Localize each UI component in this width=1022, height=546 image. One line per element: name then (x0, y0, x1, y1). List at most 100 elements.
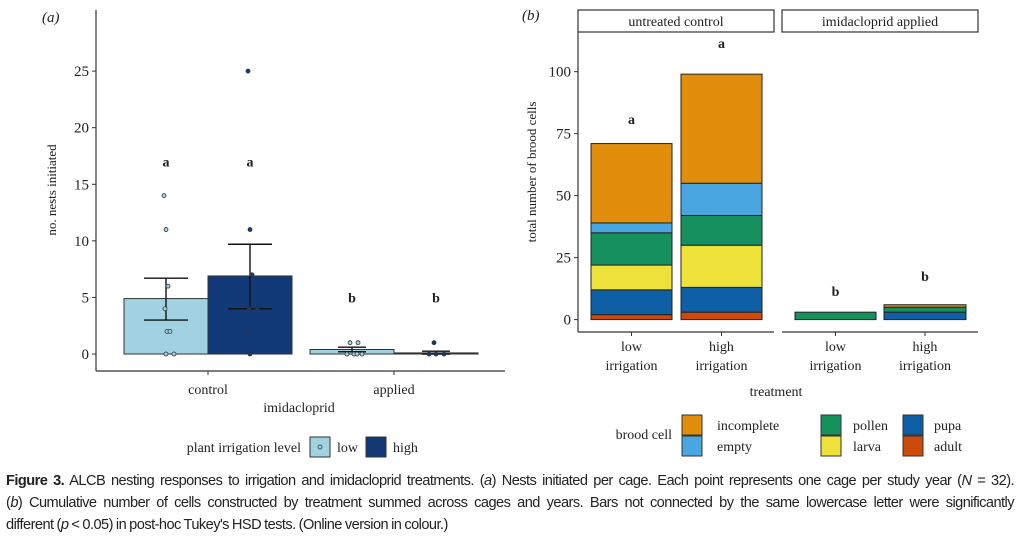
x-tick-label: control (188, 383, 228, 398)
y-tick-label: 0 (564, 313, 572, 329)
legend-swatch-incomplete (681, 414, 703, 436)
bar-segment-incomplete (680, 73, 763, 184)
data-point (247, 227, 253, 232)
significance-letter: b (832, 285, 840, 300)
legend-swatch-pollen (820, 414, 842, 436)
y-axis-label: total number of brood cells (524, 102, 539, 243)
data-point (344, 351, 350, 357)
x-axis-label: imidacloprid (263, 401, 335, 416)
caption-line-1: Figure 3. ALCB nesting responses to irri… (6, 470, 1015, 492)
bar-segment-pupa (883, 311, 967, 321)
x-tick-label: applied (373, 383, 414, 398)
legend-title: brood cell (616, 428, 672, 443)
data-point (162, 306, 168, 312)
caption-text: ) Cumulative number of cells constructed… (17, 495, 1015, 511)
data-point (163, 227, 169, 232)
data-point (161, 193, 167, 198)
caption-line-3: different (p < 0.05) in post-hoc Tukey's… (6, 514, 1014, 536)
bar-segment-pupa (680, 286, 763, 313)
legend-label: pupa (934, 419, 962, 434)
y-tick-label: 50 (556, 189, 571, 205)
x-tick-label: irrigation (899, 359, 951, 374)
legend-point (317, 444, 323, 450)
y-axis-label: no. nests initiated (44, 144, 59, 236)
caption-text: ( (6, 495, 11, 511)
legend-title: plant irrigation level (187, 441, 301, 456)
legend-label: empty (717, 440, 752, 455)
x-tick-label: low (621, 340, 643, 355)
y-tick-label: 100 (549, 65, 572, 81)
caption-label: Figure 3. (6, 473, 65, 489)
significance-letter: a (163, 156, 170, 171)
data-point (245, 328, 251, 334)
data-point (347, 340, 353, 346)
data-point (441, 351, 447, 357)
data-point (431, 340, 437, 346)
data-point (245, 68, 251, 74)
caption-text: N (961, 473, 972, 489)
data-point (247, 351, 253, 357)
data-point (355, 340, 361, 346)
y-tick-label: 5 (82, 290, 90, 306)
significance-letter: b (348, 291, 356, 306)
data-point (359, 351, 365, 357)
bar-segment-adult (590, 314, 673, 321)
data-point (163, 351, 169, 357)
data-point (433, 351, 439, 357)
bar-segment-pollen (883, 306, 967, 313)
bar-segment-incomplete (883, 304, 967, 308)
legend-label: adult (934, 440, 962, 455)
legend-point (373, 444, 379, 450)
x-tick-label: irrigation (695, 359, 747, 374)
legend-swatch-pupa (902, 414, 924, 436)
significance-letter: a (718, 37, 725, 52)
y-tick-label: 25 (556, 251, 571, 267)
data-point (246, 306, 252, 312)
y-tick-label: 10 (74, 234, 89, 250)
facet-strip (577, 9, 775, 33)
bar-segment-empty (680, 182, 763, 216)
legend-swatch-empty (681, 435, 703, 457)
caption-line-2: (b) Cumulative number of cells construct… (6, 492, 1015, 514)
legend-label: high (393, 441, 418, 456)
x-axis-label: treatment (750, 385, 803, 400)
panel-label: (b) (522, 8, 540, 24)
x-tick-label: high (709, 340, 734, 355)
y-tick-label: 15 (74, 177, 89, 193)
figure-caption: Figure 3. ALCB nesting responses to irri… (6, 470, 1015, 536)
caption-text: < 0.05) in post-hoc Tukey's HSD tests. (… (68, 517, 448, 533)
bar-segment-adult (680, 311, 763, 321)
x-tick-label: low (825, 340, 847, 355)
y-tick-label: 0 (82, 347, 90, 363)
caption-text: ALCB nesting responses to irrigation and… (64, 473, 485, 489)
data-point (354, 351, 360, 357)
legend-label: incomplete (717, 419, 779, 434)
legend-label: pollen (853, 419, 888, 434)
x-tick-label: irrigation (605, 359, 657, 374)
legend-swatch-adult (902, 435, 924, 457)
bar-segment-pollen (794, 311, 877, 321)
data-point (426, 351, 432, 357)
facet-strip (781, 9, 979, 33)
caption-text: a (484, 473, 492, 489)
data-point (249, 272, 255, 278)
y-tick-label: 25 (74, 64, 89, 80)
caption-text: = 32). (971, 473, 1015, 489)
bar-segment-pollen (680, 214, 763, 246)
caption-text: ) Nests initiated per cage. Each point r… (491, 473, 962, 489)
caption-text: b (10, 495, 18, 511)
caption-text: different ( (6, 517, 61, 533)
significance-letter: b (921, 270, 929, 285)
significance-letter: a (628, 113, 635, 128)
legend-label: larva (853, 440, 882, 455)
significance-letter: b (432, 291, 440, 306)
facet-label: untreated control (628, 15, 723, 30)
y-tick-label: 75 (556, 127, 571, 143)
panel-label: (a) (42, 10, 60, 26)
bar-segment-empty (590, 222, 673, 234)
data-point (167, 328, 173, 334)
y-tick-label: 20 (74, 121, 89, 137)
data-point (171, 351, 177, 357)
bar-segment-incomplete (590, 143, 673, 224)
data-point (165, 283, 171, 289)
